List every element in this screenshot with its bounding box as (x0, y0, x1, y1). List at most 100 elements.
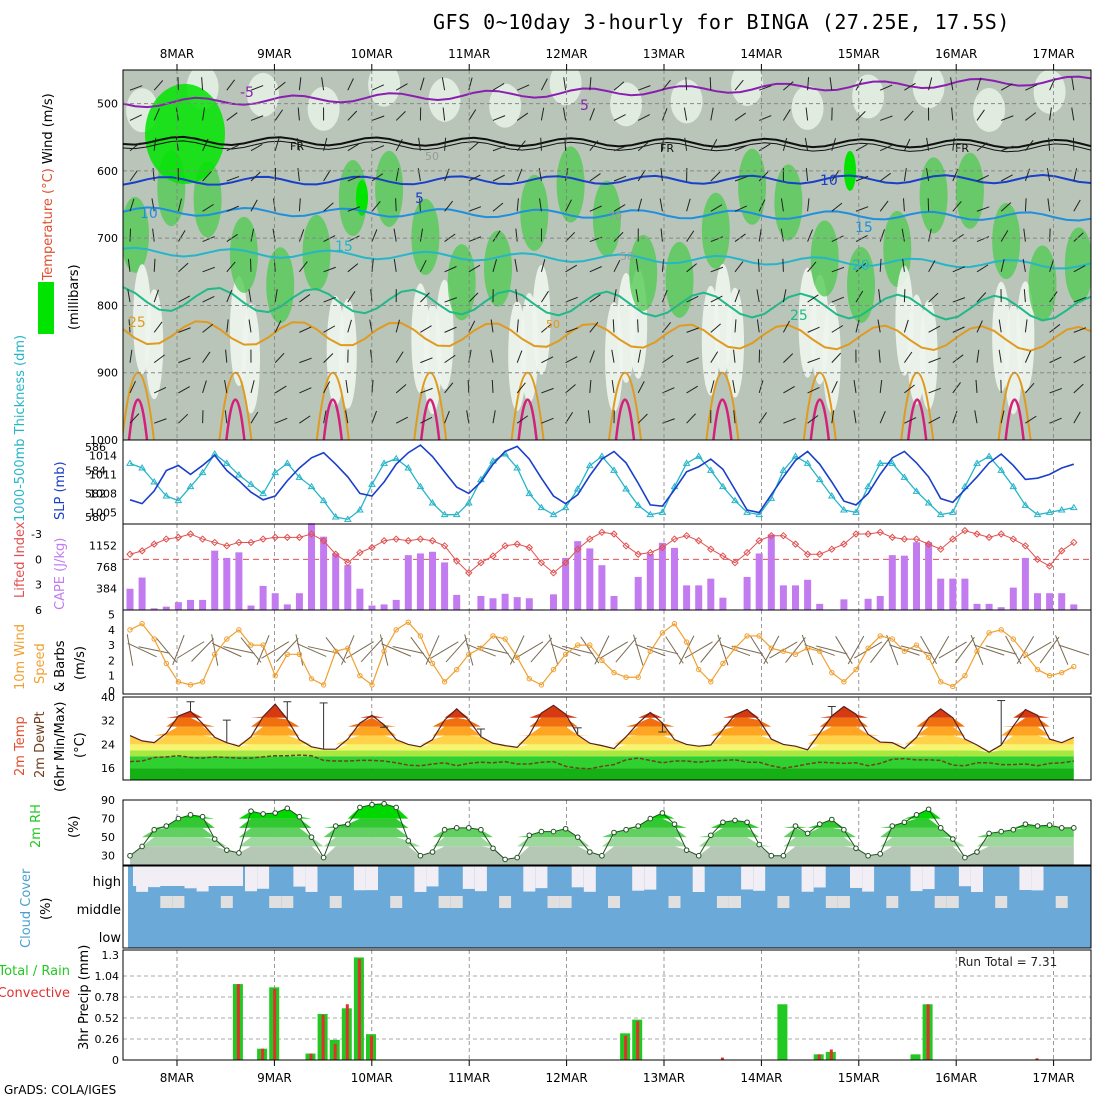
temp-band (130, 726, 1074, 736)
wind-barb (514, 258, 518, 272)
precip-convective-bar (624, 1035, 628, 1060)
rh-point (865, 852, 871, 859)
rh-dry-area (852, 74, 885, 119)
wind-barb (1073, 199, 1081, 212)
wind-barb (347, 175, 361, 182)
isotherm-line (123, 320, 1091, 352)
cloud-gap (535, 866, 548, 889)
rh-point (1022, 821, 1029, 827)
rh-point (695, 852, 702, 859)
thickness-point (815, 475, 824, 483)
cloud-gap (632, 866, 645, 891)
wind-barb (1025, 84, 1038, 91)
wind-barb (976, 236, 990, 243)
rh-point (441, 826, 448, 833)
wind-barb (877, 319, 881, 333)
wind-barb-10m (615, 637, 637, 663)
rh-point (296, 813, 303, 820)
wind-barb (780, 228, 784, 242)
li-axis-label: Lifted Index (13, 521, 28, 598)
wind-barb (323, 137, 328, 151)
wind-barb (902, 258, 905, 272)
wind-barb (492, 115, 506, 121)
wind-barb (129, 413, 140, 424)
wind-barb (661, 137, 664, 151)
cape-bar (344, 565, 352, 610)
wind-barb (734, 319, 737, 333)
rh-point (647, 815, 654, 822)
wind-tick: 1 (108, 670, 115, 683)
wind-barb (347, 78, 354, 91)
wind-barb (323, 381, 331, 394)
wind-barb (395, 198, 397, 212)
wind-speed-point (865, 645, 871, 651)
wind-barb (855, 206, 869, 212)
thickness-point (271, 468, 280, 476)
isotherm-30-arch (614, 398, 636, 440)
wind-barb (299, 357, 312, 364)
wind-barb (371, 145, 385, 152)
rh-point (514, 854, 521, 861)
wind-barb (444, 297, 457, 303)
wind-barb (226, 144, 239, 152)
isotherm-25-arch (608, 371, 642, 440)
cape-bar (199, 599, 207, 610)
wind-barb (589, 350, 595, 363)
wind-barb (660, 228, 663, 242)
wind-speed-point (1071, 663, 1077, 670)
wind-barb (1023, 289, 1026, 303)
wind-tick: 3 (108, 639, 115, 652)
rh-dry-area (247, 72, 280, 117)
precip-convective-bar (636, 1021, 640, 1060)
wind-speed-point (780, 648, 787, 654)
isotherm-30-arch (809, 398, 831, 440)
rh-dry-area (822, 302, 841, 413)
wind-tick: 4 (108, 624, 115, 637)
cape-bar (441, 562, 449, 610)
wind-barb-10m (804, 644, 835, 656)
cape-bar (356, 588, 364, 610)
wind-barb (444, 200, 454, 212)
li-point (707, 545, 715, 553)
wind-barb (129, 198, 135, 212)
cape-bar (743, 576, 751, 610)
wind-speed-point (526, 676, 532, 682)
thickness-tick: 584 (85, 464, 106, 477)
wind-barb (419, 198, 421, 212)
wind-speed-point (587, 642, 593, 648)
wind-speed-point (901, 648, 908, 654)
rh-moist-area (955, 152, 984, 229)
wind-barb (879, 229, 885, 242)
rh-point (623, 826, 629, 833)
wind-barb (589, 205, 602, 212)
wind-speed-point (1010, 636, 1016, 642)
thickness-point (876, 459, 885, 466)
rh-point (950, 836, 956, 842)
thickness-point (852, 508, 860, 515)
wind-speed-point (877, 633, 883, 639)
wind-barb (928, 325, 941, 333)
contour-label: FR (660, 142, 674, 155)
cape-bar (211, 550, 219, 610)
wind-barb (370, 289, 373, 303)
wind-barb (831, 325, 844, 333)
wind-barb (710, 323, 721, 333)
cloud-gap (753, 866, 766, 891)
wind-barb (1073, 355, 1086, 364)
wind-barb (637, 381, 645, 394)
cloud-gap (922, 866, 935, 890)
wind-barb (1071, 107, 1075, 121)
li-point (549, 569, 558, 577)
rh-point (357, 804, 363, 811)
wind-barb (926, 168, 930, 182)
wind-speed-point (1046, 673, 1053, 679)
cloud-gap-middle (499, 896, 512, 908)
wind-speed-point (744, 633, 750, 639)
rh-moist-area (520, 174, 549, 251)
wind-barb (952, 137, 955, 151)
date-label-top: 9MAR (257, 47, 292, 61)
wind-barb (516, 140, 526, 152)
rh-point (889, 823, 896, 829)
wind-barb (928, 357, 941, 364)
isotherm-line (123, 135, 1091, 149)
